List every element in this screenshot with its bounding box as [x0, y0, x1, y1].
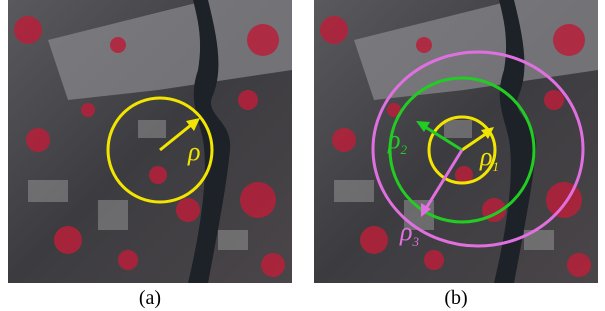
symbol: ρ [479, 142, 492, 171]
caption: (b) [444, 287, 467, 309]
subscript: 2 [400, 142, 407, 157]
symbol: ρ [399, 217, 412, 246]
aerial-image [314, 0, 598, 283]
radius-label: ρ [187, 137, 200, 166]
caption: (a) [139, 287, 161, 309]
symbol: ρ [387, 125, 400, 154]
aerial-image [8, 0, 292, 283]
figure: (a)ρ(b)ρ1ρ2ρ3 [0, 0, 605, 311]
subscript: 1 [492, 159, 499, 174]
page: (a)ρ(b)ρ1ρ2ρ3 (() => { const data = JSON… [0, 0, 605, 311]
symbol: ρ [187, 137, 200, 166]
subscript: 3 [411, 234, 419, 249]
